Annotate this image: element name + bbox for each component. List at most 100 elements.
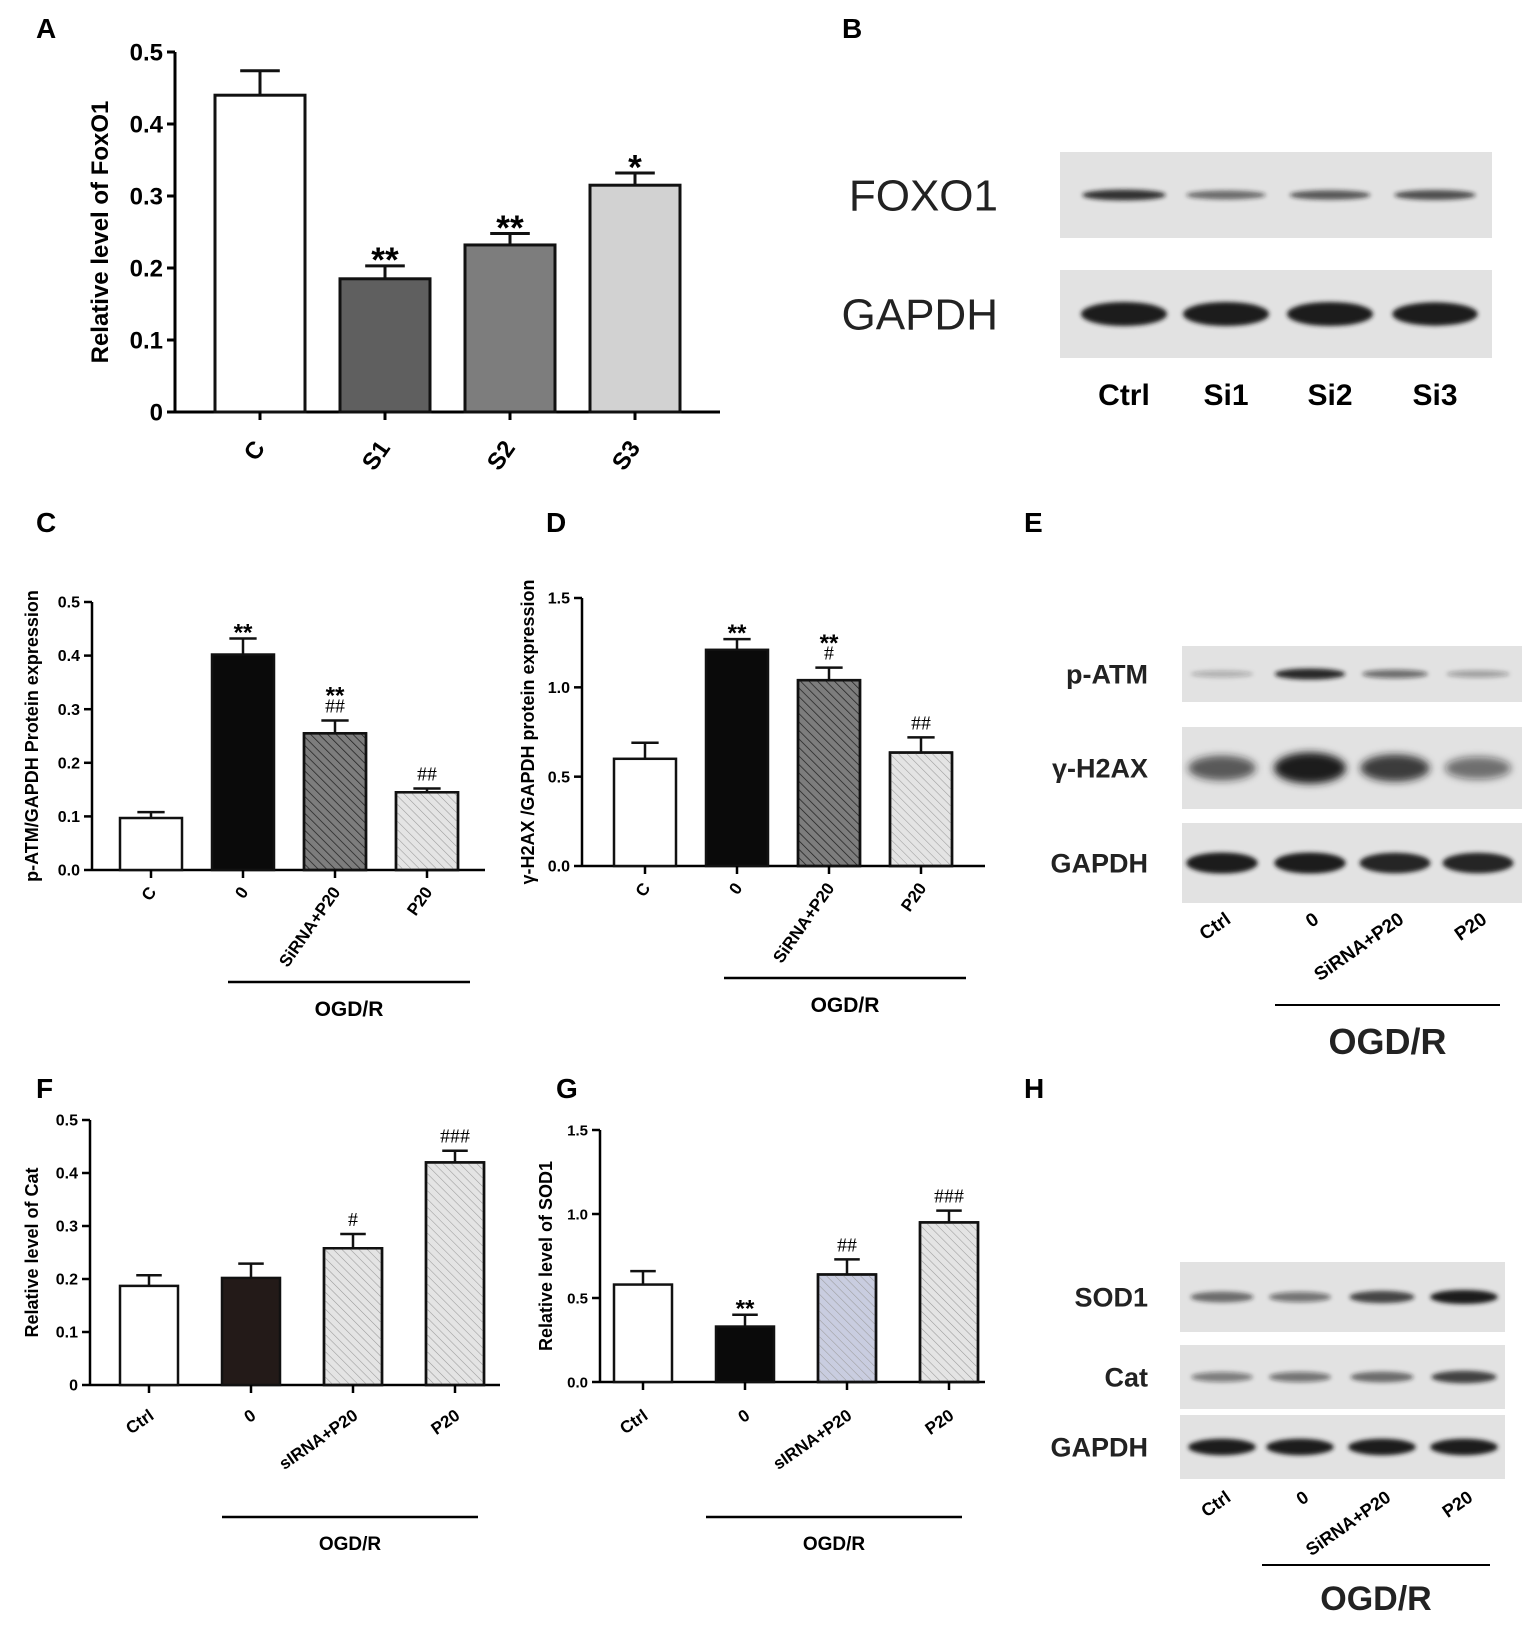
blot-lane-label-ctrl: Ctrl <box>1098 379 1150 412</box>
category-label-ctrl: Ctrl <box>616 1406 651 1438</box>
y-tick-label: 0.5 <box>56 1113 78 1130</box>
significance-mark: ** <box>736 1296 755 1323</box>
blot-band <box>1349 1290 1415 1304</box>
blot-band <box>1268 1371 1332 1383</box>
blot-band <box>1394 190 1476 200</box>
y-axis-label: Relative level of Cat <box>22 1167 42 1337</box>
group-label: OGD/R <box>315 998 384 1021</box>
category-label-0: 0 <box>241 1406 260 1427</box>
bar-c <box>213 93 307 414</box>
blot-lane-label-ctrl: Ctrl <box>1197 1487 1234 1521</box>
blot-band <box>1274 852 1346 874</box>
group-label: OGD/R <box>811 994 880 1017</box>
bar-0 <box>704 648 770 868</box>
blot-band <box>1442 852 1514 874</box>
bar-ctrl <box>612 1283 674 1384</box>
bar-hatch-sirna-p20 <box>302 732 368 872</box>
significance-mark: ** <box>496 209 524 248</box>
category-label-c: C <box>632 879 655 900</box>
blot-row-label-h2ax: γ-H2AX <box>1052 753 1148 783</box>
group-label: OGD/R <box>803 1534 866 1555</box>
category-label-s3: S3 <box>607 436 646 476</box>
blot-row-label-p-atm: p-ATM <box>1066 659 1148 689</box>
y-tick-label: 0.2 <box>56 1272 78 1289</box>
significance-mark: * <box>628 148 642 187</box>
bar-hatch-sirna-p20 <box>322 1247 384 1387</box>
category-label-sirna-p20: SiRNA+P20 <box>769 879 838 966</box>
category-label-s2: S2 <box>482 436 521 476</box>
y-tick-label: 1.5 <box>567 1122 588 1139</box>
y-axis-label: p-ATM/GAPDH Protein expression <box>22 590 42 882</box>
y-tick-label: 1.0 <box>548 680 570 697</box>
panel-label-d: D <box>546 507 566 538</box>
category-label-p20: P20 <box>403 883 436 919</box>
y-tick-label: 1.0 <box>567 1206 588 1223</box>
y-tick-label: 0.3 <box>130 183 163 210</box>
bar-0 <box>210 653 276 872</box>
panel-label-f: F <box>36 1073 53 1104</box>
blot-band <box>1430 1289 1498 1305</box>
category-label-c: C <box>239 436 271 466</box>
blot-band <box>1186 190 1266 200</box>
y-tick-label: 0.4 <box>130 111 164 138</box>
significance-mark: ## <box>837 1234 857 1256</box>
significance-mark: ### <box>934 1186 964 1208</box>
blot-row-label-sod1: SOD1 <box>1074 1282 1148 1312</box>
category-label-c: C <box>138 883 161 904</box>
y-tick-label: 0.0 <box>567 1374 588 1391</box>
blot-band <box>1360 754 1430 782</box>
significance-mark: ** <box>326 683 345 710</box>
category-label-0: 0 <box>725 879 746 898</box>
blot-band <box>1287 302 1373 326</box>
panel-label-e: E <box>1024 507 1043 538</box>
blot-band <box>1274 752 1346 784</box>
y-tick-label: 0.0 <box>58 863 80 880</box>
bar-0 <box>220 1276 282 1387</box>
group-label: OGD/R <box>1328 1021 1446 1062</box>
category-label-0: 0 <box>735 1406 754 1427</box>
bar-hatch-p20 <box>424 1161 486 1387</box>
bar-hatch-p20 <box>888 751 954 868</box>
panel-label-a: A <box>36 13 56 44</box>
panel-label-h: H <box>1024 1073 1044 1104</box>
category-label-p20: P20 <box>428 1406 464 1439</box>
y-tick-label: 0 <box>150 399 163 426</box>
blot-band <box>1268 1291 1332 1303</box>
bar-s3 <box>588 183 682 414</box>
blot-lane-label-si2: Si2 <box>1307 379 1352 412</box>
bar-hatch-p20 <box>918 1221 980 1384</box>
significance-mark: # <box>348 1209 358 1231</box>
bar-s1 <box>338 277 432 414</box>
blot-band <box>1274 668 1346 680</box>
chart-gamma-h2ax-protein-expression: 0.0 0.5 1.0 1.5 γ-H2AX /GAPDH protein expres… <box>518 579 985 1017</box>
significance-mark: ** <box>820 630 839 657</box>
chart-p-atm-protein-expression: 0.0 0.1 0.2 0.3 0.4 0.5 p-ATM/GAPDH Protein ex… <box>22 590 485 1021</box>
bar-hatch-sirna-p20 <box>816 1273 878 1384</box>
y-tick-label: 0.5 <box>130 39 163 66</box>
y-tick-label: 0.4 <box>56 1166 78 1183</box>
blot-band <box>1191 1372 1253 1382</box>
category-label-sirna-p20: sIRNA+P20 <box>770 1406 856 1474</box>
blot-band <box>1188 1438 1256 1456</box>
y-tick-label: 0.3 <box>56 1219 78 1236</box>
category-label-s1: S1 <box>357 436 396 476</box>
chart-foxo1-relative-level: 0 0.1 0.2 0.3 0.4 0.5 Relative level of FoxO1 C… <box>87 39 720 475</box>
blot-row-label-gapdh: GAPDH <box>1050 848 1148 878</box>
y-tick-label: 0.0 <box>548 859 570 876</box>
blot-row-label-cat: Cat <box>1104 1362 1148 1392</box>
blot-band <box>1348 1438 1416 1456</box>
y-tick-label: 0 <box>69 1378 78 1395</box>
y-tick-label: 0.2 <box>58 755 80 772</box>
blot-band <box>1183 302 1269 326</box>
blot-row-label-gapdh: GAPDH <box>842 290 998 339</box>
blot-band <box>1430 1438 1498 1456</box>
blot-row-label-gapdh: GAPDH <box>1050 1432 1148 1462</box>
significance-mark: ** <box>234 619 253 646</box>
blot-lane-label-sirna-p20: SiRNA+P20 <box>1311 909 1408 986</box>
y-tick-label: 0.5 <box>548 769 570 786</box>
blot-band <box>1081 302 1167 326</box>
y-axis-label: Relative level of FoxO1 <box>87 101 114 364</box>
